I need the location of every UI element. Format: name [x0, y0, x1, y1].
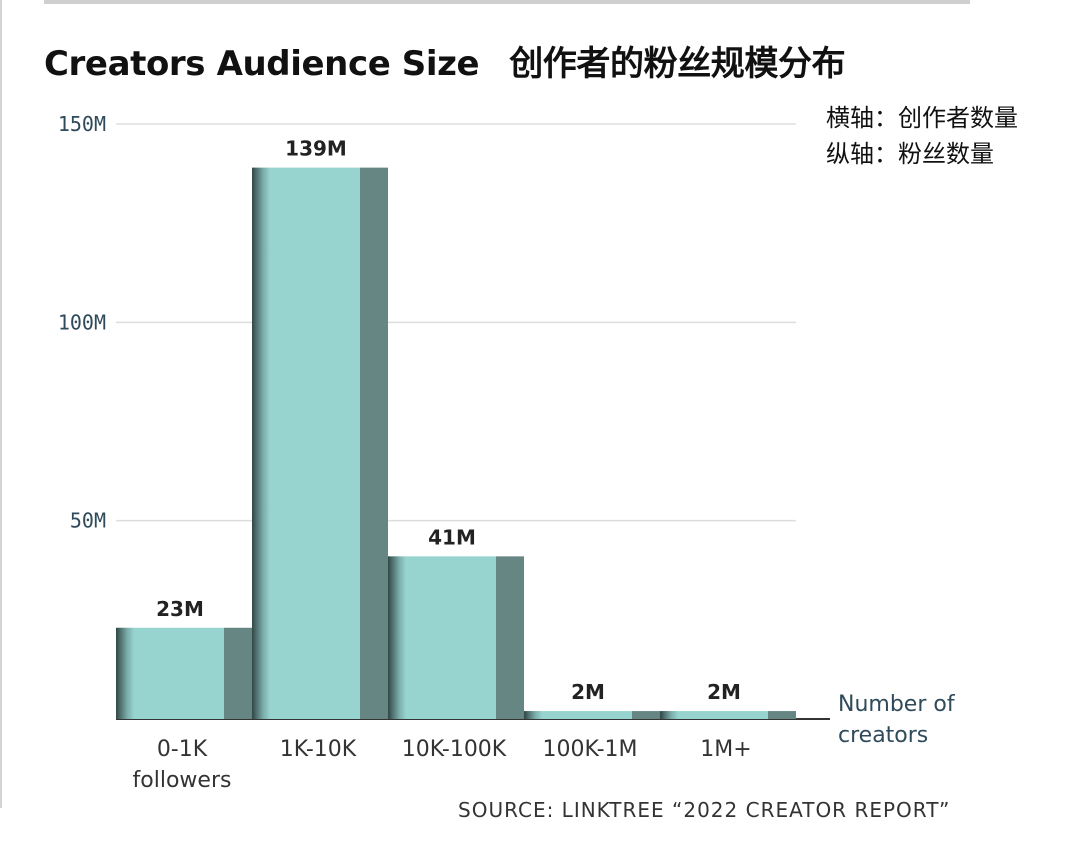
- x-category-label: 1K-10K: [280, 737, 357, 762]
- bar-shadow: [524, 711, 542, 719]
- bar-value-label: 2M: [707, 680, 741, 704]
- x-category-label: 0-1K: [157, 737, 208, 762]
- x-axis-label-line2: creators: [838, 723, 928, 748]
- x-category-label: 10K-100K: [402, 737, 507, 762]
- chart-title: Creators Audience Size 创作者的粉丝规模分布: [44, 36, 846, 85]
- x-axis-label-line1: Number of: [838, 692, 956, 717]
- bar-side: [360, 167, 388, 720]
- bar-value-label: 41M: [428, 525, 476, 549]
- y-tick-label: 50M: [70, 509, 106, 533]
- left-rule: [0, 0, 2, 808]
- axis-note-y: 纵轴：粉丝数量: [826, 140, 994, 168]
- y-tick-label: 100M: [58, 310, 106, 334]
- bar-face: [524, 711, 632, 719]
- bar-value-label: 139M: [285, 137, 347, 161]
- axis-note-x: 横轴：创作者数量: [826, 104, 1018, 132]
- bar-face: [660, 711, 768, 719]
- labels: 50M 100M 150M 23M 0-1K followers 139M 1K-10K 41M…: [58, 112, 956, 793]
- bar-side: [632, 711, 660, 719]
- bar-side: [224, 627, 252, 719]
- bar-side: [496, 556, 524, 719]
- bars: [116, 167, 796, 720]
- x-category-label: followers: [133, 768, 232, 793]
- title-english: Creators Audience Size: [44, 44, 480, 84]
- bar-value-label: 2M: [571, 680, 605, 704]
- bar-shadow: [116, 627, 134, 719]
- axis-note: 横轴：创作者数量 纵轴：粉丝数量: [826, 100, 1018, 172]
- bar-shadow: [660, 711, 678, 719]
- y-tick-label: 150M: [58, 112, 106, 136]
- x-category-label: 1M+: [700, 737, 751, 762]
- x-category-label: 100K-1M: [542, 737, 637, 762]
- bar-shadow: [388, 556, 406, 719]
- source-note: SOURCE: LINKTREE “2022 CREATOR REPORT”: [458, 798, 951, 822]
- bar-side: [768, 711, 796, 719]
- bar-value-label: 23M: [156, 597, 204, 621]
- title-chinese: 创作者的粉丝规模分布: [509, 44, 846, 84]
- top-rule: [44, 0, 970, 4]
- bar-shadow: [252, 167, 270, 720]
